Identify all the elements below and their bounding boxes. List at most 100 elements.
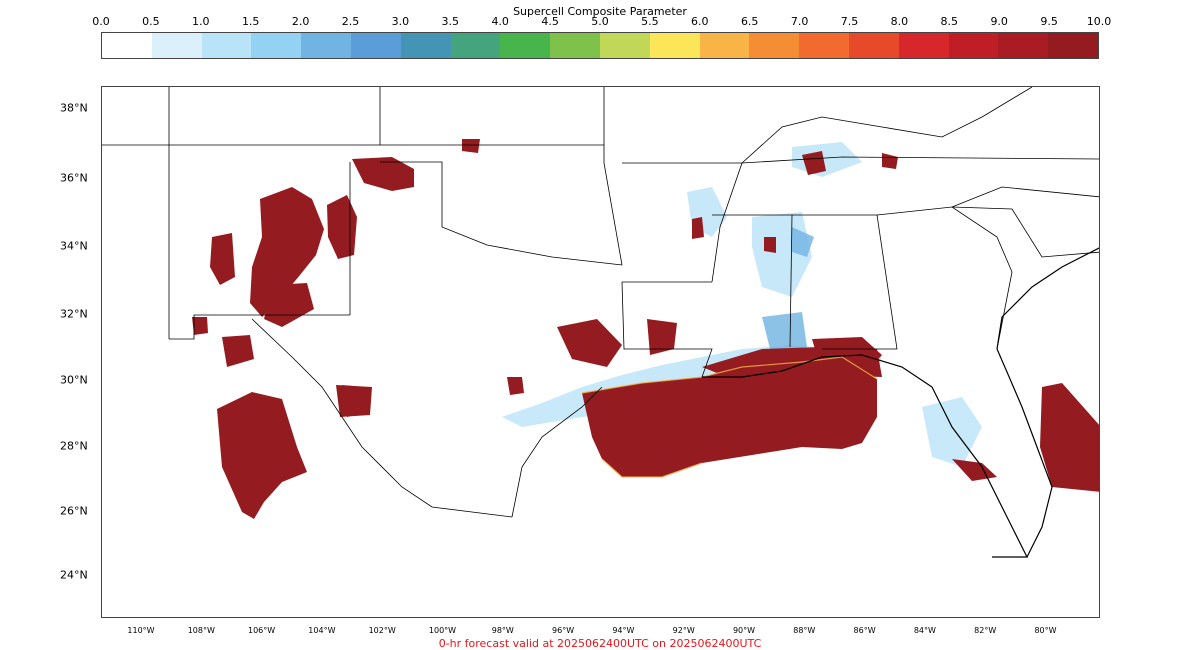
latitude-label: 32°N: [60, 307, 88, 321]
scp-area-fl-small: [952, 459, 997, 481]
scp-area-fl-light: [922, 397, 982, 467]
scp-area-ms-mid: [762, 312, 807, 357]
scp-area-la: [557, 319, 622, 367]
longitude-label: 80°W: [1034, 626, 1057, 635]
colorbar-segment: [848, 33, 899, 58]
colorbar-tick-label: 8.5: [940, 15, 959, 28]
colorbar-segment: [350, 33, 401, 58]
longitude-label: 102°W: [368, 626, 396, 635]
scp-mid-areas: [762, 227, 814, 357]
latitude-label: 36°N: [60, 171, 88, 185]
colorbar-tick-label: 6.0: [691, 15, 709, 28]
colorbar-tick-label: 3.5: [441, 15, 460, 28]
coast-fl-atlantic: [996, 348, 1053, 558]
scp-area-nm-east: [327, 195, 357, 259]
scp-area-nm-north: [352, 157, 414, 191]
colorbar-segment: [500, 33, 551, 58]
state-borders: [102, 87, 1099, 518]
map-panel: [101, 86, 1100, 618]
longitude-label: 110°W: [127, 626, 155, 635]
latitude-label: 30°N: [60, 373, 88, 387]
border-la: [621, 281, 713, 378]
colorbar-tick-label: 1.5: [241, 15, 260, 28]
scp-area-ok-small: [692, 217, 704, 239]
colorbar-segment: [948, 33, 999, 58]
coast-se: [996, 247, 1099, 350]
border-ga: [876, 206, 1013, 350]
colorbar-segment: [749, 33, 800, 58]
border-tx-coast: [511, 386, 603, 518]
colorbar-segment: [400, 33, 451, 58]
border-tn: [741, 156, 1099, 164]
colorbar-tick-label: 5.5: [641, 15, 659, 28]
colorbar-tick-label: 0.5: [142, 15, 160, 28]
scp-high-edges: [581, 356, 878, 478]
longitude-label: 94°W: [612, 626, 635, 635]
colorbar-segment: [251, 33, 302, 58]
colorbar: [101, 32, 1099, 59]
colorbar-segment: [102, 33, 152, 58]
colorbar-tick-label: 2.0: [291, 15, 310, 28]
colorbar-title: Supercell Composite Parameter: [513, 5, 687, 18]
border-ky: [741, 87, 1033, 164]
border-nc: [951, 186, 1099, 208]
longitude-label: 100°W: [428, 626, 457, 635]
border-sc: [951, 206, 1099, 258]
border-ok-east: [603, 87, 623, 266]
longitude-label: 82°W: [974, 626, 997, 635]
latitude-label: 24°N: [60, 568, 88, 582]
border-ar-east: [622, 162, 743, 283]
latitude-label: 34°N: [60, 239, 88, 253]
colorbar-segment: [301, 33, 351, 58]
longitude-label: 96°W: [552, 626, 575, 635]
scp-area-fl-east: [1040, 383, 1099, 492]
colorbar-segment: [649, 33, 700, 58]
scp-area-tx-west: [336, 385, 372, 417]
scp-high-areas: [192, 139, 1099, 519]
colorbar-segment: [550, 33, 600, 58]
longitude-label: 84°W: [913, 626, 936, 635]
colorbar-tick-label: 8.0: [890, 15, 909, 28]
longitude-label: 98°W: [491, 626, 514, 635]
longitude-label: 88°W: [793, 626, 816, 635]
longitude-label: 108°W: [187, 626, 215, 635]
latitude-label: 26°N: [60, 504, 88, 518]
colorbar-tick-label: 3.0: [391, 15, 410, 28]
scp-area-la-east: [647, 319, 677, 355]
scp-area-nm-north-small: [462, 139, 480, 153]
colorbar-tick-labels: 0.0 0.5 1.0 1.5 2.0 2.5 3.0 3.5 4.0 4.5 5.0 5.5 6.0 6…: [0, 15, 1200, 29]
colorbar-segment: [998, 33, 1049, 58]
colorbar-tick-label: 10.0: [1086, 15, 1112, 28]
colorbar-tick-label: 6.5: [740, 15, 759, 28]
colorbar-tick-label: 9.0: [990, 15, 1008, 28]
scp-area-al-mid: [792, 227, 814, 257]
colorbar-tick-label: 7.5: [840, 15, 859, 28]
latitude-label: 38°N: [60, 101, 88, 115]
colorbar-tick-label: 1.0: [192, 15, 210, 28]
longitude-label: 90°W: [732, 626, 756, 635]
longitude-label: 106°W: [248, 626, 276, 635]
colorbar-tick-label: 4.5: [541, 15, 559, 28]
border-nm-south: [169, 314, 350, 340]
colorbar-segment: [1048, 33, 1098, 58]
colorbar-tick-label: 7.0: [790, 15, 809, 28]
scp-area-tx-south: [507, 377, 524, 395]
forecast-caption: 0-hr forecast valid at 2025062400UTC on …: [438, 637, 762, 650]
longitude-label: 86°W: [853, 626, 876, 635]
colorbar-tick-label: 0.0: [92, 15, 110, 28]
scp-area-tx-panhandle: [264, 283, 314, 327]
border-ok-panhandle: [379, 87, 623, 266]
colorbar-segment: [599, 33, 650, 58]
scp-area-nm-sw: [192, 317, 208, 335]
border-al: [792, 214, 898, 350]
scp-area-tn-small: [802, 151, 826, 175]
colorbar-segment: [450, 33, 501, 58]
colorbar-tick-label: 4.0: [491, 15, 509, 28]
colorbar-segment: [799, 33, 849, 58]
colorbar-tick-label: 9.5: [1040, 15, 1058, 28]
scp-area-nm-central: [250, 187, 324, 317]
scp-area-gulf-main: [582, 357, 877, 477]
scp-area-ky-small: [882, 153, 898, 169]
colorbar-tick-label: 2.5: [341, 15, 360, 28]
coastline: [702, 247, 1099, 558]
